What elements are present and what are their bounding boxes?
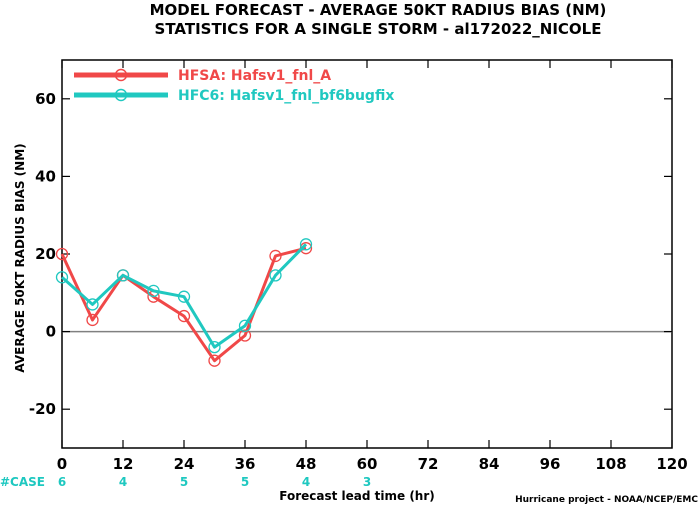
y-tick-label: 60 bbox=[35, 90, 56, 108]
chart-subtitle: STATISTICS FOR A SINGLE STORM - al172022… bbox=[155, 20, 602, 38]
series-2-point bbox=[238, 319, 252, 332]
y-tick-label: 40 bbox=[35, 167, 56, 185]
case-count: 4 bbox=[119, 475, 127, 489]
series-line-1 bbox=[60, 246, 307, 363]
x-tick-label: 48 bbox=[296, 455, 317, 473]
series-2-point bbox=[177, 290, 191, 303]
series-1-point bbox=[208, 354, 221, 367]
series-group bbox=[55, 238, 313, 367]
y-tick-label: -20 bbox=[29, 400, 56, 418]
series-1-point bbox=[86, 313, 99, 327]
series-2-point bbox=[299, 238, 313, 251]
legend-marker bbox=[114, 88, 128, 102]
case-count: 5 bbox=[241, 475, 249, 489]
series-1-point bbox=[55, 247, 69, 261]
x-tick-label: 24 bbox=[174, 455, 195, 473]
x-tick-label: 84 bbox=[479, 455, 500, 473]
legend-marker bbox=[114, 68, 128, 82]
series-1-point bbox=[238, 329, 252, 342]
x-tick-label: 0 bbox=[57, 455, 67, 473]
series-line-2 bbox=[61, 243, 308, 349]
y-tick-label: 20 bbox=[35, 245, 56, 263]
x-tick-label: 108 bbox=[595, 455, 626, 473]
plot-frame bbox=[61, 59, 673, 449]
y-tick-label: 0 bbox=[46, 323, 56, 341]
case-count: 4 bbox=[302, 475, 310, 489]
series-2-point bbox=[269, 269, 282, 282]
series-2-point bbox=[208, 340, 221, 354]
x-tick-label: 120 bbox=[656, 455, 687, 473]
case-label: #CASE bbox=[0, 475, 45, 489]
x-tick-label: 96 bbox=[540, 455, 561, 473]
x-tick-label: 12 bbox=[113, 455, 134, 473]
axis-labels: -20 0 20 40 60 0 12 24 36 48 60 72 84 96 108 120 6 4 5 5 4 3 bbox=[29, 90, 688, 489]
legend-label: HFC6: Hafsv1_fnl_bf6bugfix bbox=[178, 88, 394, 104]
series-2-point bbox=[116, 269, 130, 282]
x-tick-label: 72 bbox=[418, 455, 439, 473]
legend: HFSA: Hafsv1_fnl_A HFC6: Hafsv1_fnl_bf6bu… bbox=[74, 68, 394, 104]
series-2-point bbox=[86, 298, 99, 311]
x-tick-label: 60 bbox=[357, 455, 378, 473]
case-count: 6 bbox=[58, 475, 66, 489]
chart-title: MODEL FORECAST - AVERAGE 50KT RADIUS BIA… bbox=[150, 1, 607, 19]
series-1-point bbox=[269, 249, 282, 263]
series-1-point bbox=[177, 309, 191, 323]
plot-area bbox=[61, 59, 673, 449]
case-count: 5 bbox=[180, 475, 188, 489]
series-2-point bbox=[147, 284, 160, 298]
y-axis-title: AVERAGE 50KT RADIUS BIAS (NM) bbox=[13, 143, 27, 372]
case-count: 3 bbox=[363, 475, 371, 489]
credit-text: Hurricane project - NOAA/NCEP/EMC bbox=[515, 495, 698, 505]
x-tick-label: 36 bbox=[235, 455, 256, 473]
x-axis-title: Forecast lead time (hr) bbox=[279, 489, 435, 503]
legend-label: HFSA: Hafsv1_fnl_A bbox=[178, 68, 331, 84]
series-2-point bbox=[55, 271, 69, 284]
